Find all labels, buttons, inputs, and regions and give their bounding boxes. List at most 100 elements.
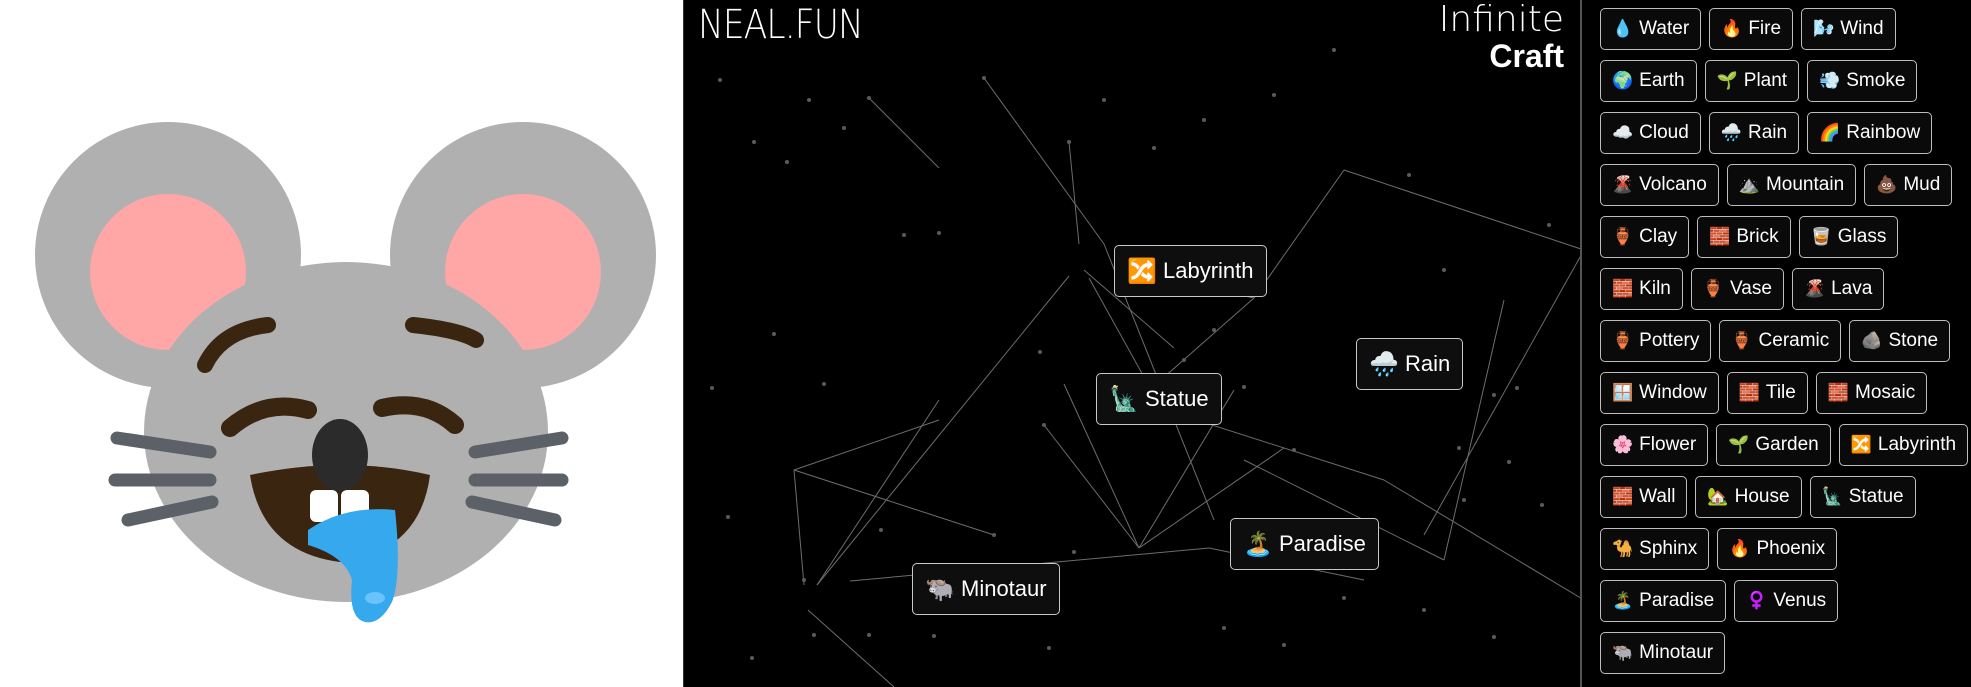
- sidebar-item-lava[interactable]: 🌋 Lava: [1791, 268, 1885, 310]
- sidebar-item-flower[interactable]: 🌸 Flower: [1600, 424, 1709, 466]
- sidebar-item-label: Sphinx: [1639, 538, 1698, 559]
- canvas-item-statue[interactable]: 🗽 Statue: [1096, 373, 1222, 425]
- sidebar-item-label: Venus: [1773, 590, 1827, 611]
- sidebar-item-label: Plant: [1743, 70, 1788, 91]
- crafting-canvas[interactable]: NEAL.FUN Infinite Craft 🔀 Labyrinth 🌧️ R…: [683, 0, 1580, 687]
- vase-icon: 🏺: [1702, 279, 1725, 298]
- canvas-item-label: Statue: [1145, 386, 1209, 411]
- cloud-icon: ☁️: [1612, 123, 1634, 142]
- rainbow-icon: 🌈: [1819, 123, 1841, 142]
- sidebar-item-label: Glass: [1837, 226, 1887, 247]
- desert-island-icon: 🏝️: [1243, 530, 1273, 558]
- sidebar-item-plant[interactable]: 🌱 Plant: [1704, 60, 1800, 102]
- pottery-icon: 🏺: [1612, 331, 1634, 350]
- sidebar-item-label: Vase: [1730, 278, 1772, 299]
- minotaur-icon: 🐃: [1612, 643, 1634, 662]
- canvas-item-labyrinth[interactable]: 🔀 Labyrinth: [1114, 245, 1267, 297]
- canvas-item-paradise[interactable]: 🏝️ Paradise: [1230, 518, 1379, 570]
- sidebar-item-cloud[interactable]: ☁️ Cloud: [1600, 112, 1701, 154]
- sidebar-item-mosaic[interactable]: 🧱 Mosaic: [1815, 372, 1928, 414]
- sidebar-item-label: Rain: [1748, 122, 1788, 143]
- discovered-items-sidebar[interactable]: 💧 Water 🔥 Fire 🌬️ Wind 🌍 Earth 🌱 Plant 💨 Smoke ☁️ Clo…: [1580, 0, 1971, 687]
- sidebar-item-rainbow[interactable]: 🌈 Rainbow: [1807, 112, 1933, 154]
- sidebar-item-label: Stone: [1888, 330, 1939, 351]
- sphinx-icon: 🐪: [1612, 539, 1634, 558]
- stone-icon: 🪨: [1861, 331, 1883, 350]
- connection-lines: [710, 48, 1580, 687]
- sidebar-item-paradise[interactable]: 🏝️ Paradise: [1600, 580, 1727, 622]
- rain-cloud-icon: 🌧️: [1369, 350, 1399, 378]
- ceramic-icon: 🏺: [1731, 331, 1753, 350]
- wind-icon: 🌬️: [1813, 19, 1835, 38]
- mosaic-icon: 🧱: [1827, 383, 1850, 402]
- sidebar-item-wind[interactable]: 🌬️ Wind: [1801, 8, 1896, 50]
- drooling-mouse-face-icon: [35, 122, 656, 623]
- neal-fun-logo[interactable]: NEAL.FUN: [698, 2, 864, 48]
- wall-icon: 🧱: [1612, 487, 1634, 506]
- sidebar-item-mud[interactable]: 💩 Mud: [1864, 164, 1953, 206]
- canvas-item-label: Minotaur: [961, 576, 1047, 601]
- phoenix-icon: 🔥: [1729, 539, 1751, 558]
- sidebar-item-water[interactable]: 💧 Water: [1600, 8, 1702, 50]
- sidebar-item-label: Garden: [1755, 434, 1819, 455]
- sidebar-item-sphinx[interactable]: 🐪 Sphinx: [1600, 528, 1710, 570]
- sidebar-item-smoke[interactable]: 💨 Smoke: [1807, 60, 1918, 102]
- sidebar-item-label: Phoenix: [1756, 538, 1826, 559]
- canvas-item-minotaur[interactable]: 🐃 Minotaur: [912, 563, 1060, 615]
- sidebar-item-label: Volcano: [1639, 174, 1707, 195]
- sidebar-item-wall[interactable]: 🧱 Wall: [1600, 476, 1688, 518]
- sidebar-item-kiln[interactable]: 🧱 Kiln: [1600, 268, 1683, 310]
- sidebar-item-statue[interactable]: 🗽 Statue: [1809, 476, 1916, 518]
- sidebar-item-label: Minotaur: [1639, 642, 1714, 663]
- canvas-item-rain[interactable]: 🌧️ Rain: [1356, 338, 1464, 390]
- sidebar-item-glass[interactable]: 🥃 Glass: [1798, 216, 1899, 258]
- sidebar-item-house[interactable]: 🏡 House: [1695, 476, 1802, 518]
- sidebar-item-label: Wind: [1840, 18, 1884, 39]
- sidebar-item-label: Clay: [1639, 226, 1678, 247]
- sidebar-item-label: Mountain: [1765, 174, 1845, 195]
- sidebar-item-stone[interactable]: 🪨 Stone: [1849, 320, 1951, 362]
- sidebar-item-phoenix[interactable]: 🔥 Phoenix: [1717, 528, 1838, 570]
- sidebar-item-label: Mud: [1903, 174, 1941, 195]
- canvas-item-label: Paradise: [1279, 531, 1366, 556]
- sidebar-item-earth[interactable]: 🌍 Earth: [1600, 60, 1697, 102]
- sidebar-item-pottery[interactable]: 🏺 Pottery: [1600, 320, 1712, 362]
- mountain-icon: ⛰️: [1738, 175, 1760, 194]
- sidebar-item-label: Smoke: [1846, 70, 1906, 91]
- sidebar-item-label: Kiln: [1639, 278, 1671, 299]
- kiln-icon: 🧱: [1612, 279, 1634, 298]
- tile-icon: 🧱: [1738, 383, 1760, 402]
- sidebar-item-label: Lava: [1831, 278, 1873, 299]
- brick-icon: 🧱: [1709, 227, 1731, 246]
- volcano-icon: 🌋: [1612, 175, 1634, 194]
- sidebar-item-garden[interactable]: 🌱 Garden: [1716, 424, 1831, 466]
- window-icon: 🪟: [1612, 383, 1634, 402]
- sidebar-item-minotaur[interactable]: 🐃 Minotaur: [1600, 632, 1726, 674]
- craft-title: Craft: [1489, 38, 1564, 74]
- sidebar-item-label: Tile: [1765, 382, 1796, 403]
- sidebar-item-label: Ceramic: [1758, 330, 1830, 351]
- sidebar-item-label: House: [1734, 486, 1790, 507]
- sidebar-item-rain[interactable]: 🌧️ Rain: [1708, 112, 1800, 154]
- labyrinth-icon: 🔀: [1850, 435, 1872, 454]
- infinite-title: Infinite: [1438, 0, 1564, 40]
- sidebar-item-window[interactable]: 🪟 Window: [1600, 372, 1719, 414]
- sidebar-item-ceramic[interactable]: 🏺 Ceramic: [1719, 320, 1842, 362]
- sidebar-item-label: Labyrinth: [1877, 434, 1957, 455]
- sidebar-item-label: Cloud: [1639, 122, 1689, 143]
- sidebar-item-clay[interactable]: 🏺 Clay: [1600, 216, 1690, 258]
- sidebar-item-label: Paradise: [1639, 590, 1715, 611]
- sidebar-item-mountain[interactable]: ⛰️ Mountain: [1726, 164, 1857, 206]
- sidebar-item-label: Rainbow: [1846, 122, 1921, 143]
- sidebar-item-vase[interactable]: 🏺 Vase: [1690, 268, 1784, 310]
- sidebar-item-tile[interactable]: 🧱 Tile: [1726, 372, 1808, 414]
- garden-icon: 🌱: [1728, 435, 1750, 454]
- sidebar-item-label: Flower: [1639, 434, 1697, 455]
- mud-icon: 💩: [1876, 175, 1898, 194]
- sidebar-item-fire[interactable]: 🔥 Fire: [1709, 8, 1794, 50]
- glass-icon: 🥃: [1810, 227, 1832, 246]
- sidebar-item-labyrinth[interactable]: 🔀 Labyrinth: [1838, 424, 1969, 466]
- sidebar-item-brick[interactable]: 🧱 Brick: [1697, 216, 1791, 258]
- sidebar-item-venus[interactable]: ♀️ Venus: [1734, 580, 1839, 622]
- sidebar-item-volcano[interactable]: 🌋 Volcano: [1600, 164, 1719, 206]
